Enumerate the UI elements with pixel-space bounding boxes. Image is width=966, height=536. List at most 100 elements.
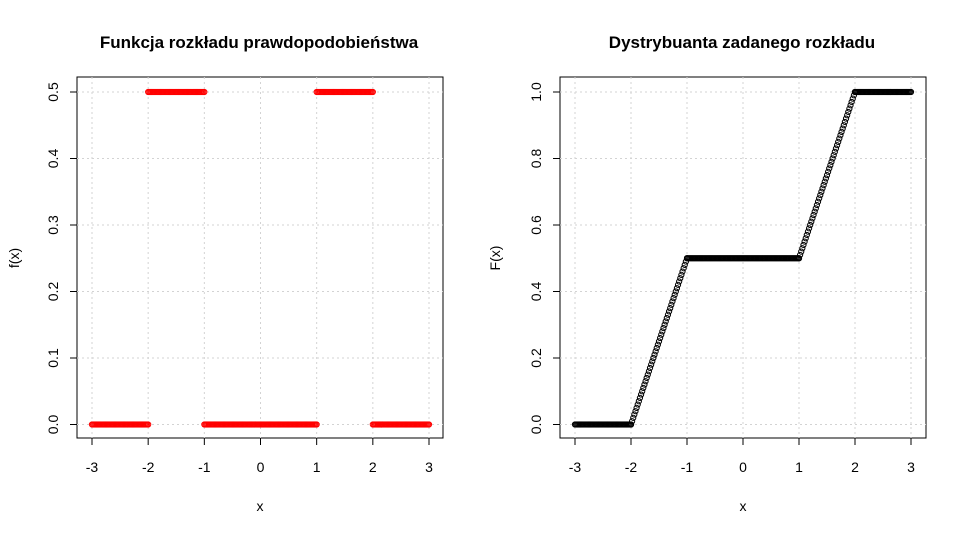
data-point	[630, 414, 637, 421]
data-point	[795, 255, 803, 262]
y-tick-label: 0.6	[528, 215, 544, 235]
y-axis-label: f(x)	[6, 248, 22, 268]
y-tick-label: 0.0	[45, 415, 61, 435]
data-point	[678, 271, 685, 278]
series-segment-3	[313, 88, 376, 96]
data-point	[847, 102, 854, 109]
x-tick-label: -3	[569, 459, 582, 475]
data-point	[313, 421, 320, 428]
y-tick-label: 0.1	[45, 348, 61, 368]
x-axis-label: x	[740, 498, 747, 514]
data-point	[642, 378, 649, 385]
data-point	[803, 231, 810, 239]
series-segment-0	[88, 421, 152, 428]
data-points	[571, 88, 915, 428]
data-point	[641, 381, 648, 388]
x-tick-label: -2	[142, 459, 155, 475]
data-point	[849, 95, 856, 102]
data-point	[646, 364, 654, 372]
data-point	[823, 172, 831, 179]
x-tick-label: -1	[681, 459, 694, 475]
data-point	[841, 118, 849, 126]
data-point	[632, 408, 639, 415]
series-segment-3	[795, 88, 859, 262]
data-point	[637, 391, 645, 398]
data-point	[669, 298, 676, 305]
y-tick-label: 1.0	[528, 82, 544, 102]
data-point	[810, 211, 817, 219]
data-point	[817, 191, 824, 199]
data-point	[844, 112, 851, 119]
data-point	[805, 225, 813, 232]
data-point	[832, 145, 840, 152]
data-point	[670, 295, 677, 302]
data-point	[672, 288, 679, 295]
data-point	[840, 122, 847, 129]
data-point	[658, 331, 665, 338]
x-tick-label: -3	[86, 459, 99, 475]
x-tick-label: 1	[795, 459, 803, 475]
data-point	[848, 98, 855, 106]
y-axis-label: F(x)	[487, 246, 503, 271]
data-point	[818, 188, 825, 195]
data-point	[798, 248, 805, 255]
data-point	[830, 152, 837, 159]
data-point	[634, 401, 641, 408]
data-point	[201, 88, 208, 96]
data-point	[640, 384, 647, 392]
data-point	[663, 315, 670, 322]
data-point	[650, 354, 657, 362]
data-point	[801, 238, 808, 245]
y-tick-label: 0.2	[45, 282, 61, 302]
data-point	[629, 418, 636, 425]
pdf-chart: Funkcja rozkładu prawdopodobieństwa -3 -2…	[6, 33, 444, 514]
data-point	[827, 162, 834, 169]
data-point	[145, 421, 152, 428]
series-segment-0	[571, 421, 635, 428]
data-point	[825, 168, 832, 175]
data-point	[665, 308, 673, 315]
data-point	[659, 328, 666, 335]
x-tick-label: 1	[313, 459, 321, 475]
series-segment-1	[627, 255, 691, 428]
data-point	[676, 278, 683, 285]
y-tick-label: 0.4	[528, 282, 544, 302]
axis-ticks: -3 -2 -1 0 1 2 3 0.0 0.1 0.2 0.3 0.4 0.5	[45, 82, 433, 475]
data-point	[654, 341, 661, 348]
data-point	[797, 251, 804, 259]
series-segment-1	[145, 88, 208, 96]
x-tick-label: 2	[369, 459, 377, 475]
chart-title: Funkcja rozkładu prawdopodobieństwa	[100, 33, 419, 52]
data-point	[828, 158, 835, 165]
x-axis-label: x	[257, 498, 264, 514]
data-point	[631, 411, 638, 418]
data-point	[821, 178, 828, 185]
data-point	[681, 261, 688, 268]
data-point	[812, 205, 819, 212]
data-point	[635, 398, 642, 405]
data-point	[836, 135, 843, 142]
data-point	[653, 344, 660, 352]
data-point	[833, 142, 841, 149]
data-point	[811, 208, 818, 215]
data-point	[639, 388, 646, 395]
data-point	[660, 324, 667, 332]
data-point	[667, 305, 674, 312]
x-tick-label: -2	[625, 459, 638, 475]
data-point	[671, 291, 678, 298]
data-point	[674, 281, 682, 288]
y-tick-label: 0.5	[45, 82, 61, 102]
data-point	[643, 374, 650, 382]
data-point	[651, 351, 658, 358]
data-point	[680, 265, 687, 272]
data-point	[655, 338, 663, 345]
data-point	[800, 241, 807, 249]
data-point	[679, 268, 686, 275]
data-point	[648, 361, 655, 368]
y-tick-label: 0.2	[528, 348, 544, 368]
data-point	[839, 125, 846, 132]
data-point	[636, 394, 644, 401]
series-segment-4	[851, 88, 915, 96]
data-point	[907, 88, 915, 96]
data-point	[808, 218, 815, 225]
